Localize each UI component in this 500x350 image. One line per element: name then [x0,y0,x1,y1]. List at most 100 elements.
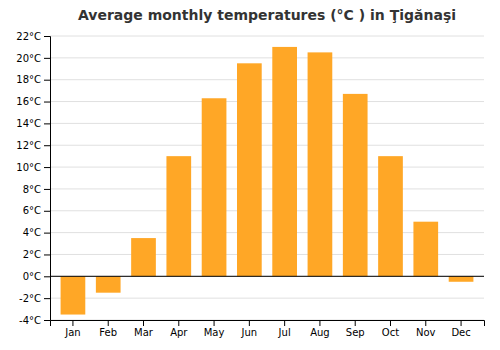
tick-mark [214,320,215,326]
tick-label: Jul [278,327,291,338]
grid-line [50,167,484,168]
tick-label: Dec [451,327,470,338]
tick-mark [44,320,50,321]
tick: Nov [416,320,436,338]
grid-line [50,145,484,146]
tick-mark [44,80,50,81]
y-axis: -4°C -2°C 0°C 2°C 4°C 6°C 8°C 10°C 12°C 14°C 16°C 1… [16,31,50,326]
grid-line [50,210,484,211]
tick-label: 20°C [16,53,41,64]
tick: Jan [64,320,80,338]
axis-line [44,37,51,321]
tick: 22°C [16,31,50,42]
tick-label: May [204,327,225,338]
tick-mark [44,298,50,299]
bar [131,238,156,276]
tick: 4°C [23,227,50,238]
tick: 8°C [23,184,50,195]
tick-mark [461,320,462,326]
bar [449,276,474,281]
tick-mark [108,320,109,326]
plot: -4°C -2°C 0°C 2°C 4°C 6°C 8°C 10°C 12°C 14°C 16°C 1… [16,31,484,338]
bar [202,98,227,276]
bar [96,276,121,292]
tick-label: Jan [64,327,80,338]
tick-label: Aug [310,327,330,338]
tick: 2°C [23,249,50,260]
tick-label: Jun [241,327,258,338]
bar [343,94,368,276]
tick-label: 22°C [16,31,41,42]
x-axis: Jan Feb Mar Apr May Jun Jul Aug Sep Oct Nov Dec [51,320,485,338]
tick-mark [44,145,50,146]
tick-label: Mar [134,327,154,338]
bar [166,156,191,276]
grid-line [50,188,484,189]
tick: 12°C [16,140,50,151]
tick-label: -2°C [19,293,41,304]
tick: 16°C [16,96,50,107]
bar [237,63,262,276]
tick-mark [390,320,391,326]
tick-mark [44,167,50,168]
tick-label: Sep [346,327,365,338]
tick: Jun [241,320,258,338]
grid [50,36,484,320]
tick: 18°C [16,74,50,85]
tick-mark [44,276,50,277]
tick-mark [44,233,50,234]
tick-mark [249,320,250,326]
bar [61,276,86,314]
grid-line [50,123,484,124]
tick: Sep [346,320,365,338]
tick: Apr [170,320,188,338]
tick-label: Nov [416,327,436,338]
tick-label: 12°C [16,140,41,151]
bar [413,222,438,277]
bar [308,52,333,276]
tick: 0°C [23,271,50,282]
tick-label: 14°C [16,118,41,129]
tick-label: 4°C [23,227,41,238]
tick-label: 0°C [23,271,41,282]
bar [378,156,403,276]
tick-label: -4°C [19,315,41,326]
tick-label: Oct [382,327,399,338]
tick-mark [178,320,179,326]
tick-mark [44,58,50,59]
grid-line [50,298,484,299]
tick: Jul [278,320,291,338]
tick-mark [319,320,320,326]
tick-mark [44,211,50,212]
grid-line [50,101,484,102]
tick-mark [44,36,50,37]
tick-label: 10°C [16,162,41,173]
bars [61,47,474,315]
tick-mark [44,189,50,190]
grid-line [50,36,484,37]
tick-mark [44,102,50,103]
tick-mark [284,320,285,326]
tick-label: 18°C [16,74,41,85]
tick-label: 2°C [23,249,41,260]
tick-mark [72,320,73,326]
tick-label: 8°C [23,184,41,195]
tick: Aug [310,320,330,338]
tick: Feb [99,320,117,338]
tick: 6°C [23,205,50,216]
grid-line [50,79,484,80]
tick-label: Apr [170,327,188,338]
tick: -4°C [19,315,50,326]
tick: 20°C [16,53,50,64]
tick-label: 6°C [23,205,41,216]
tick-mark [143,320,144,326]
grid-line [50,57,484,58]
grid-line [50,276,484,277]
tick: Oct [382,320,399,338]
zero-line [50,276,484,277]
tick: -2°C [19,293,50,304]
tick: Dec [451,320,470,338]
tick-label: 16°C [16,96,41,107]
tick-mark [355,320,356,326]
tick-mark [44,123,50,124]
